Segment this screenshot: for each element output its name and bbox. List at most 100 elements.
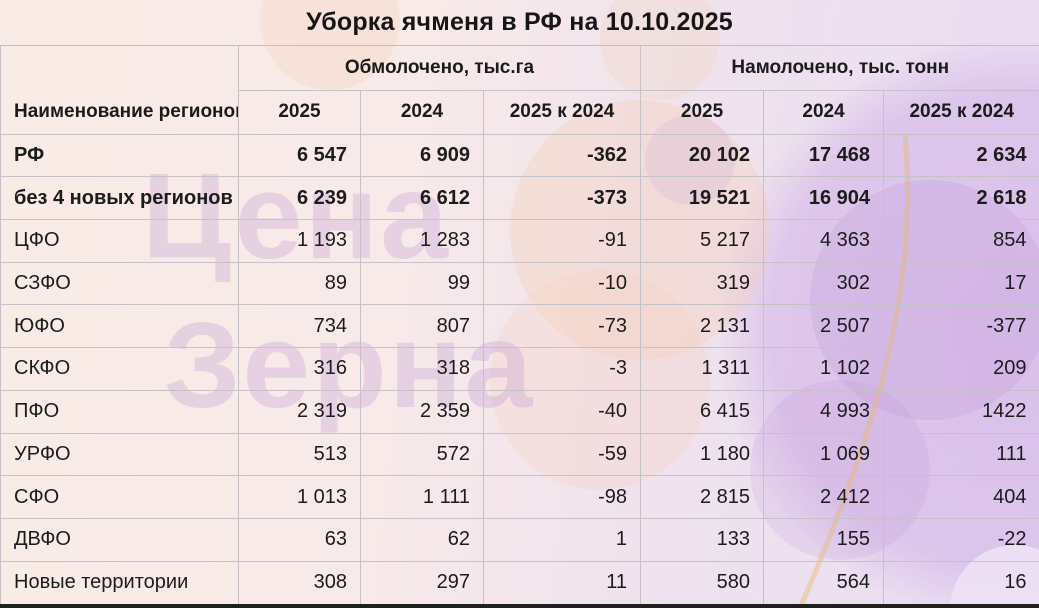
value-cell: -40 (482, 389, 642, 434)
value-cell: 2 359 (360, 389, 484, 434)
value-cell: 2 618 (883, 176, 1039, 220)
value-cell: 17 468 (763, 133, 885, 178)
value-cell: 2 634 (883, 133, 1039, 178)
region-cell: СЗФО (0, 261, 239, 306)
value-cell: -10 (482, 261, 642, 306)
year-header-threshed-2024: 2024 (360, 89, 484, 135)
year-header-harvested-2024: 2024 (763, 89, 885, 135)
value-cell: 16 (883, 560, 1039, 604)
table-body: РФ 6 547 6 909 -362 20 102 17 468 2 634 без 4 н… (0, 133, 1039, 604)
bottom-bar (0, 604, 1039, 608)
value-cell: 6 909 (360, 133, 484, 178)
table-row: УРФО 513 572 -59 1 180 1 069 111 (0, 432, 1039, 477)
value-cell: -91 (482, 218, 642, 263)
value-cell: 308 (238, 560, 361, 604)
value-cell: 11 (482, 560, 642, 604)
value-cell: 1 102 (763, 347, 885, 391)
year-header-threshed-diff: 2025 к 2024 (482, 89, 642, 135)
value-cell: 4 993 (763, 389, 885, 434)
value-cell: 316 (238, 347, 361, 391)
region-cell: Новые территории (0, 560, 239, 604)
region-column-header: Наименование регионов (0, 46, 239, 135)
page-title: Уборка ячменя в РФ на 10.10.2025 (0, 0, 1039, 46)
group-header-threshed: Обмолочено, тыс.га (237, 46, 642, 91)
value-cell: 2 412 (763, 475, 885, 519)
group-header-row: Наименование регионов Обмолочено, тыс.га… (0, 46, 1039, 135)
value-cell: 2 319 (238, 389, 361, 434)
value-cell: 1 283 (360, 218, 484, 263)
value-cell: 2 815 (640, 475, 765, 519)
region-cell: без 4 новых регионов (0, 176, 239, 220)
region-cell: СФО (0, 475, 239, 519)
table-row: без 4 новых регионов 6 239 6 612 -373 19 521… (0, 176, 1039, 220)
value-cell: 513 (238, 432, 361, 477)
table-row: ДВФО 63 62 1 133 155 -22 (0, 517, 1039, 562)
year-header-harvested-2025: 2025 (640, 89, 765, 135)
value-cell: -73 (482, 304, 642, 349)
value-cell: 89 (238, 261, 361, 306)
value-cell: 20 102 (640, 133, 765, 178)
value-cell: -22 (883, 517, 1039, 562)
value-cell: 19 521 (640, 176, 765, 220)
region-cell: ЮФО (0, 304, 239, 349)
value-cell: 1 013 (238, 475, 361, 519)
region-cell: ПФО (0, 389, 239, 434)
value-cell: 734 (238, 304, 361, 349)
value-cell: 1 180 (640, 432, 765, 477)
value-cell: 302 (763, 261, 885, 306)
value-cell: 580 (640, 560, 765, 604)
value-cell: 2 507 (763, 304, 885, 349)
table-header: Наименование регионов Обмолочено, тыс.га… (0, 46, 1039, 135)
value-cell: 318 (360, 347, 484, 391)
value-cell: 63 (238, 517, 361, 562)
value-cell: 6 415 (640, 389, 765, 434)
value-cell: 209 (883, 347, 1039, 391)
value-cell: 16 904 (763, 176, 885, 220)
value-cell: -373 (482, 176, 642, 220)
table-row: ЮФО 734 807 -73 2 131 2 507 -377 (0, 304, 1039, 349)
table-row: РФ 6 547 6 909 -362 20 102 17 468 2 634 (0, 133, 1039, 178)
value-cell: -59 (482, 432, 642, 477)
table-row: СФО 1 013 1 111 -98 2 815 2 412 404 (0, 475, 1039, 519)
value-cell: 564 (763, 560, 885, 604)
region-cell: ДВФО (0, 517, 239, 562)
value-cell: 5 217 (640, 218, 765, 263)
year-header-harvested-diff: 2025 к 2024 (883, 89, 1039, 135)
region-cell: ЦФО (0, 218, 239, 263)
value-cell: -98 (482, 475, 642, 519)
value-cell: 1422 (883, 389, 1039, 434)
value-cell: 99 (360, 261, 484, 306)
group-header-harvested: Намолочено, тыс. тонн (640, 46, 1039, 91)
value-cell: 1 069 (763, 432, 885, 477)
region-cell: РФ (0, 133, 239, 178)
value-cell: 17 (883, 261, 1039, 306)
value-cell: 1 193 (238, 218, 361, 263)
value-cell: 1 (482, 517, 642, 562)
value-cell: 111 (883, 432, 1039, 477)
value-cell: 62 (360, 517, 484, 562)
value-cell: 319 (640, 261, 765, 306)
value-cell: 572 (360, 432, 484, 477)
value-cell: 297 (360, 560, 484, 604)
value-cell: 2 131 (640, 304, 765, 349)
table-row: СЗФО 89 99 -10 319 302 17 (0, 261, 1039, 306)
value-cell: 4 363 (763, 218, 885, 263)
value-cell: -377 (883, 304, 1039, 349)
table-row: СКФО 316 318 -3 1 311 1 102 209 (0, 347, 1039, 391)
value-cell: 133 (640, 517, 765, 562)
value-cell: 6 612 (360, 176, 484, 220)
table-row: ПФО 2 319 2 359 -40 6 415 4 993 1422 (0, 389, 1039, 434)
region-cell: СКФО (0, 347, 239, 391)
value-cell: 1 311 (640, 347, 765, 391)
region-cell: УРФО (0, 432, 239, 477)
value-cell: 155 (763, 517, 885, 562)
table-row: Новые территории 308 297 11 580 564 16 (0, 560, 1039, 604)
value-cell: 404 (883, 475, 1039, 519)
value-cell: 854 (883, 218, 1039, 263)
value-cell: 807 (360, 304, 484, 349)
value-cell: 1 111 (360, 475, 484, 519)
harvest-table: Наименование регионов Обмолочено, тыс.га… (0, 46, 1039, 604)
value-cell: 6 547 (238, 133, 361, 178)
value-cell: -3 (482, 347, 642, 391)
